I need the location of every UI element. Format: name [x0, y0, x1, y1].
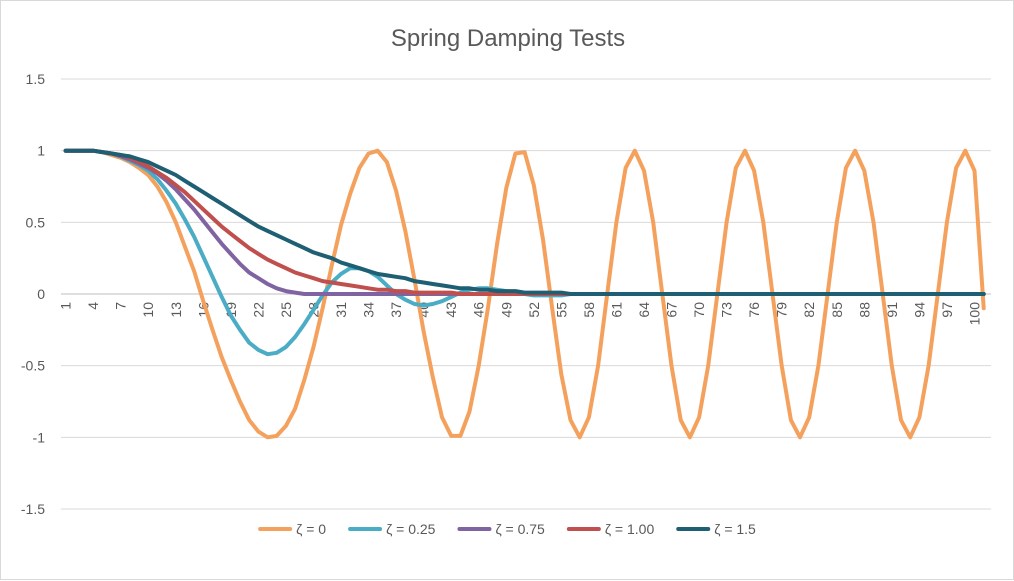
x-tick-label: 79	[774, 302, 790, 318]
x-tick-label: 1	[58, 302, 74, 310]
x-tick-label: 82	[801, 302, 817, 318]
legend-entry-label: ζ = 0.75	[495, 521, 545, 537]
series-line-2	[63, 148, 986, 357]
y-tick-label: 0.5	[26, 214, 46, 230]
x-tick-label: 25	[278, 302, 294, 318]
y-tick-label: -1	[33, 429, 46, 445]
x-tick-label: 10	[140, 302, 156, 318]
y-tick-label: -0.5	[21, 358, 45, 374]
x-tick-label: 22	[250, 302, 266, 318]
x-tick-label: 67	[664, 302, 680, 318]
x-axis-ticks: 1 4 7 10 13 16 19 22 25 28 31 34 37 40 43 46 49 52 55 58 61 6…	[58, 302, 983, 326]
x-tick-label: 34	[361, 302, 377, 318]
x-tick-label: 70	[691, 302, 707, 318]
x-tick-label: 61	[608, 302, 624, 318]
legend-entry-label: ζ = 0	[296, 521, 326, 537]
x-tick-label: 7	[113, 302, 129, 310]
y-tick-label: 0	[37, 286, 45, 302]
series-line-5	[63, 148, 986, 296]
x-tick-label: 46	[471, 302, 487, 318]
x-tick-label: 88	[856, 302, 872, 318]
x-tick-label: 4	[85, 302, 101, 310]
x-tick-label: 76	[746, 302, 762, 318]
x-tick-label: 85	[829, 302, 845, 318]
x-tick-label: 91	[884, 302, 900, 318]
x-tick-label: 100	[966, 302, 982, 326]
series-line-1	[63, 148, 986, 440]
y-tick-label: 1.5	[26, 71, 46, 87]
x-tick-label: 13	[168, 302, 184, 318]
y-tick-label: -1.5	[21, 501, 45, 517]
y-axis-ticks: -1.5 -1 -0.5 0 0.5 1 1.5	[21, 71, 45, 517]
legend-entry-label: ζ = 1.5	[714, 521, 756, 537]
y-tick-label: 1	[37, 143, 45, 159]
legend-entry-label: ζ = 0.25	[386, 521, 436, 537]
x-tick-label: 37	[388, 302, 404, 318]
legend: ζ = 0 ζ = 0.25 ζ = 0.75 ζ = 1.00 ζ = 1.5	[258, 521, 756, 537]
x-tick-label: 73	[719, 302, 735, 318]
x-tick-label: 31	[333, 302, 349, 318]
x-tick-label: 94	[911, 302, 927, 318]
series-lines	[63, 148, 986, 440]
legend-entry-label: ζ = 1.00	[605, 521, 655, 537]
x-tick-label: 52	[526, 302, 542, 318]
x-tick-label: 55	[553, 302, 569, 318]
x-tick-label: 49	[498, 302, 514, 318]
x-tick-label: 43	[443, 302, 459, 318]
chart-title: Spring Damping Tests	[391, 25, 625, 52]
x-tick-label: 58	[581, 302, 597, 318]
x-tick-label: 64	[636, 302, 652, 318]
x-tick-label: 97	[939, 302, 955, 318]
